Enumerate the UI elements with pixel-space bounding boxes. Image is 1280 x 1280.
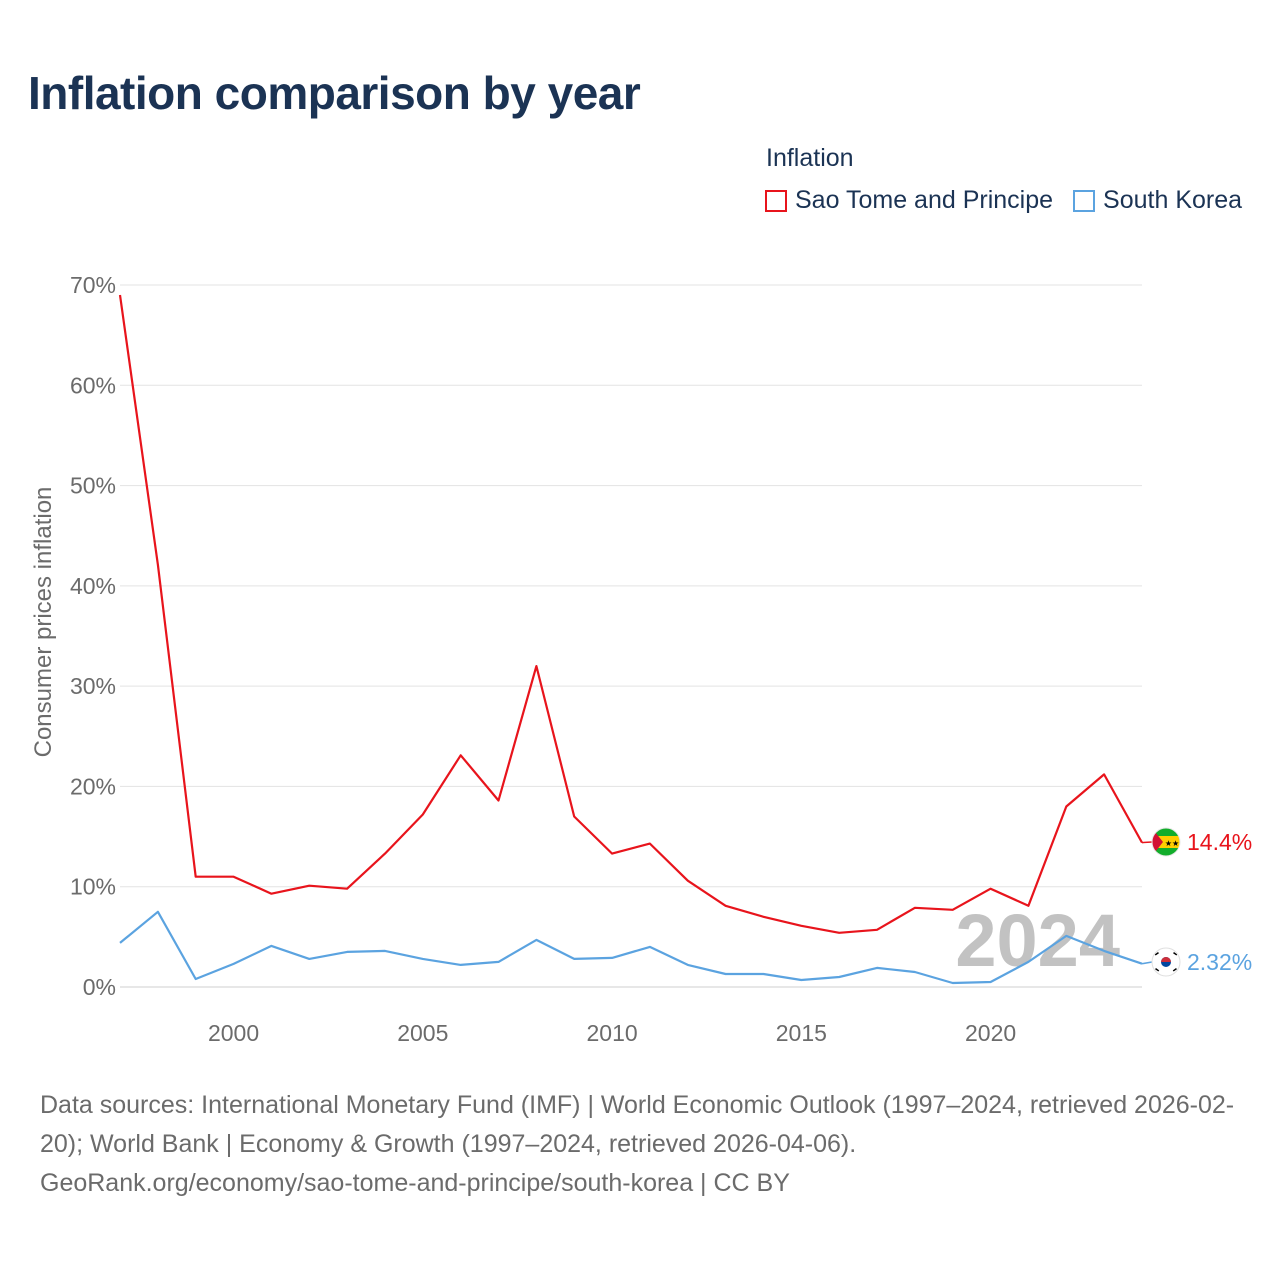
y-axis-ticks: 0% 10% 20% 30% 40% 50% 60% 70%	[70, 272, 116, 1000]
y-tick-label: 40%	[70, 573, 116, 599]
y-tick-label: 0%	[83, 974, 116, 1000]
footer: Data sources: International Monetary Fun…	[40, 1086, 1250, 1203]
x-tick-label: 2015	[776, 1020, 827, 1046]
y-tick-label: 30%	[70, 673, 116, 699]
legend: Sao Tome and Principe South Korea	[765, 186, 1242, 215]
series-lines	[118, 294, 1143, 985]
source-url-text: GeoRank.org/economy/sao-tome-and-princip…	[40, 1169, 790, 1197]
line-chart: 0% 10% 20% 30% 40% 50% 60% 70% 2000 2005 2010 2015…	[30, 272, 1252, 1046]
end-value-label-0: 14.4%	[1187, 829, 1252, 855]
x-tick-label: 2010	[586, 1020, 637, 1046]
end-value-label-1: 2.32%	[1187, 949, 1252, 975]
x-axis-ticks: 2000 2005 2010 2015 2020	[208, 1020, 1016, 1046]
legend-item-south-korea[interactable]: South Korea	[1073, 186, 1242, 215]
y-axis-title: Consumer prices inflation	[30, 487, 57, 758]
end-connector-1	[1141, 961, 1153, 965]
legend-title: Inflation	[766, 144, 854, 172]
grid-lines	[120, 284, 1142, 988]
y-tick-label: 70%	[70, 272, 116, 298]
x-tick-label: 2020	[965, 1020, 1016, 1046]
svg-text:★★: ★★	[1165, 839, 1179, 848]
y-tick-label: 60%	[70, 372, 116, 398]
end-labels: 14.4% 2.32%	[1141, 829, 1252, 975]
y-tick-label: 50%	[70, 473, 116, 499]
legend-item-sao-tome[interactable]: Sao Tome and Principe	[765, 186, 1053, 215]
legend-swatch-south-korea	[1073, 189, 1096, 212]
data-sources-text: Data sources: International Monetary Fun…	[40, 1091, 1235, 1158]
x-tick-label: 2005	[397, 1020, 448, 1046]
sao-tome-flag-icon: ★★	[1151, 827, 1181, 857]
year-watermark: 2024	[955, 899, 1120, 982]
legend-label-sao-tome: Sao Tome and Principe	[795, 186, 1054, 214]
legend-swatch-sao-tome	[765, 189, 787, 212]
series-line-1	[119, 910, 1143, 985]
series-line-0	[118, 294, 1143, 934]
x-tick-label: 2000	[208, 1020, 259, 1046]
end-connector-0	[1141, 841, 1153, 844]
page-title: Inflation comparison by year	[28, 67, 641, 119]
legend-label-south-korea: South Korea	[1103, 186, 1243, 214]
y-tick-label: 20%	[70, 773, 116, 799]
y-tick-label: 10%	[70, 874, 116, 900]
south-korea-flag-icon	[1151, 947, 1181, 977]
